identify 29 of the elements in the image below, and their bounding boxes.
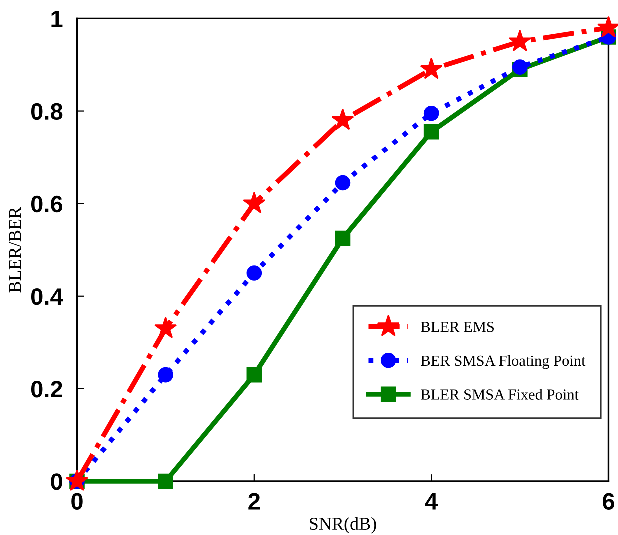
- point: [508, 30, 532, 52]
- legend-label: BER SMSA Floating Point: [421, 355, 586, 370]
- point: [424, 106, 440, 122]
- x-tick-label: 4: [425, 493, 438, 510]
- y-axis-title: BLER/BER: [9, 207, 22, 293]
- x-tick-label: 0: [72, 493, 83, 510]
- point: [246, 266, 262, 281]
- x-tick-label: 6: [603, 493, 614, 510]
- y-tick-label: 1: [52, 11, 63, 28]
- point: [154, 316, 178, 338]
- y-tick-label: 0: [51, 474, 62, 490]
- legend-label: BLER EMS: [421, 322, 494, 332]
- point: [335, 175, 351, 191]
- y-tick-label: 0.8: [31, 103, 63, 120]
- legend-label: BLER SMSA Fixed Point: [421, 389, 579, 400]
- point: [66, 470, 89, 492]
- point: [246, 367, 262, 383]
- y-tick-label: 0.2: [31, 381, 62, 398]
- point: [332, 108, 354, 130]
- x-axis-title: SNR(dB): [310, 517, 376, 534]
- y-tick-label: 0.4: [31, 288, 64, 306]
- point: [243, 192, 266, 214]
- y-tick-label: 0.6: [31, 196, 63, 213]
- x-tick-label: 2: [248, 493, 260, 510]
- point: [158, 367, 174, 383]
- point: [424, 124, 440, 140]
- point: [335, 230, 351, 246]
- point: [158, 474, 174, 490]
- point: [420, 58, 443, 80]
